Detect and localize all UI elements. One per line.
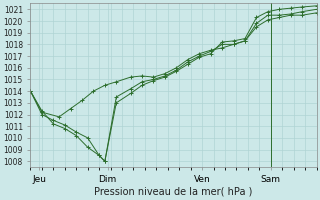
- X-axis label: Pression niveau de la mer( hPa ): Pression niveau de la mer( hPa ): [94, 187, 253, 197]
